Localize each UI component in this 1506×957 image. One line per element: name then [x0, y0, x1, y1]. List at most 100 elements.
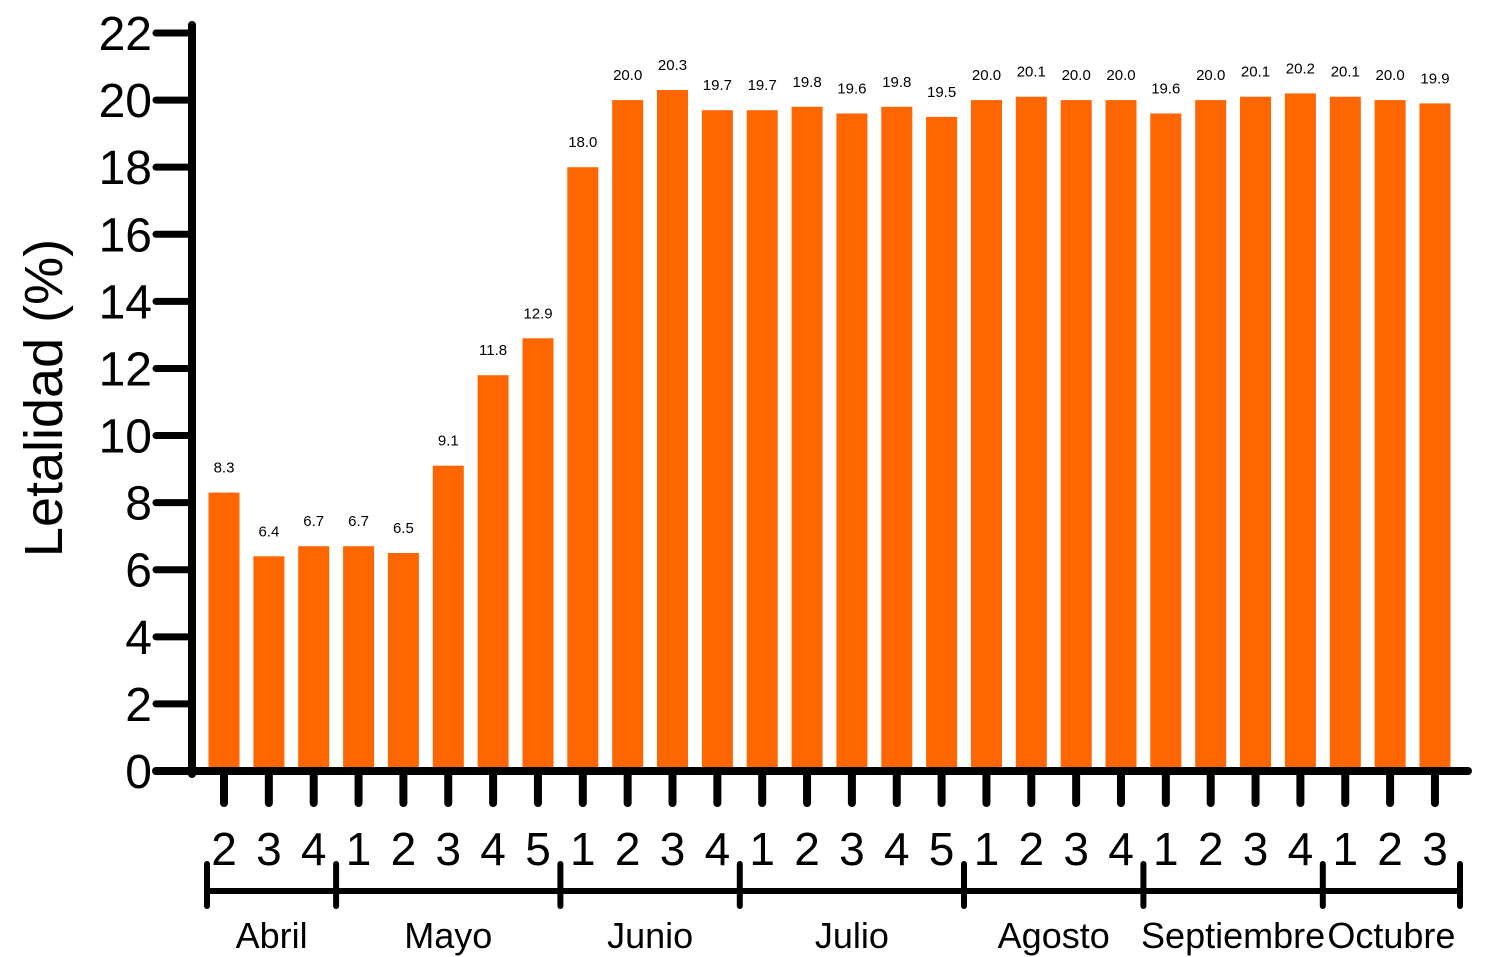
x-tick-label: 3	[660, 823, 686, 875]
data-label: 19.8	[792, 74, 821, 91]
x-tick-label: 1	[346, 823, 372, 875]
bar	[612, 100, 644, 772]
data-label: 19.8	[882, 74, 911, 91]
y-tick-label: 8	[125, 478, 152, 531]
x-tick-label: 3	[839, 823, 865, 875]
data-label: 8.3	[214, 460, 235, 477]
bar	[432, 465, 464, 771]
y-axis-label: Letalidad (%)	[14, 239, 74, 557]
x-tick-label: 5	[929, 823, 955, 875]
y-tick-label: 2	[125, 679, 152, 732]
bar	[298, 546, 330, 771]
x-tick-label: 1	[1333, 823, 1359, 875]
bar	[1195, 100, 1227, 772]
y-tick-label: 16	[99, 209, 152, 262]
bar	[1150, 113, 1182, 771]
data-label: 12.9	[523, 305, 552, 322]
data-label: 11.8	[479, 342, 507, 359]
bar	[1240, 96, 1271, 771]
month-label: Septiembre	[1141, 915, 1325, 956]
data-labels-group: 8.3 6.4 6.7 6.7 6.5 9.1 11.8 12.9 18.0 20.0 20.3 19…	[214, 57, 1450, 540]
data-label: 19.5	[927, 84, 956, 101]
month-label: Agosto	[998, 915, 1110, 956]
bar	[657, 90, 688, 771]
bar	[791, 106, 823, 772]
x-tick-label: 3	[1063, 823, 1089, 875]
data-label: 20.2	[1286, 60, 1315, 77]
x-tick-label: 3	[256, 823, 282, 875]
y-tick-label: 14	[99, 276, 152, 329]
bar	[387, 553, 419, 771]
data-label: 19.7	[703, 77, 732, 94]
bar	[1015, 96, 1047, 771]
x-tick-label: 2	[211, 823, 237, 875]
y-tick-label: 0	[125, 746, 152, 799]
bar	[1419, 103, 1451, 771]
bar	[926, 116, 958, 771]
y-axis: 0 2 4 6 8 10 12 14 16 18 20 22	[99, 8, 196, 799]
x-tick-label: 3	[436, 823, 462, 875]
bar	[881, 106, 913, 772]
x-tick-label: 5	[525, 823, 551, 875]
bar	[1284, 93, 1316, 771]
data-label: 20.0	[1196, 67, 1225, 84]
month-label: Abril	[236, 915, 308, 956]
data-label: 6.7	[303, 513, 324, 530]
y-tick-label: 6	[125, 545, 152, 598]
bar	[1105, 100, 1137, 772]
bar	[477, 375, 509, 771]
bar	[522, 338, 554, 771]
month-label: Mayo	[404, 915, 492, 956]
x-tick-label: 2	[794, 823, 820, 875]
bar	[1329, 96, 1361, 771]
data-label: 6.5	[393, 520, 414, 537]
x-tick-label: 4	[884, 823, 910, 875]
bar	[208, 492, 240, 771]
x-tick-label: 2	[615, 823, 641, 875]
data-label: 6.4	[258, 523, 279, 540]
x-tick-label: 4	[1288, 823, 1314, 875]
month-label: Julio	[815, 915, 889, 956]
data-label: 20.0	[1106, 67, 1135, 84]
bar	[567, 167, 599, 771]
x-tick-label: 2	[1019, 823, 1045, 875]
x-tick-label: 2	[1198, 823, 1224, 875]
data-label: 20.0	[1375, 67, 1404, 84]
data-label: 9.1	[438, 433, 459, 450]
bar	[343, 546, 375, 771]
y-tick-label: 10	[99, 411, 152, 464]
x-tick-label: 3	[1243, 823, 1269, 875]
bars-group	[208, 90, 1451, 772]
data-label: 20.0	[972, 67, 1001, 84]
data-label: 19.9	[1420, 70, 1449, 87]
bar	[836, 113, 868, 771]
data-label: 19.7	[748, 77, 777, 94]
data-label: 20.0	[613, 67, 642, 84]
data-label: 20.1	[1017, 64, 1046, 81]
data-label: 20.1	[1331, 64, 1360, 81]
x-tick-label: 4	[705, 823, 731, 875]
data-label: 20.3	[658, 57, 687, 74]
x-tick-label: 3	[1422, 823, 1448, 875]
bar	[701, 110, 733, 771]
bar	[1374, 100, 1406, 772]
bar	[971, 100, 1002, 772]
y-tick-label: 18	[99, 142, 152, 195]
y-tick-label: 22	[99, 8, 152, 61]
x-tick-label: 4	[480, 823, 506, 875]
bar	[746, 110, 778, 771]
data-label: 20.1	[1241, 64, 1270, 81]
x-tick-label: 4	[1108, 823, 1134, 875]
data-label: 6.7	[348, 513, 369, 530]
month-label: Octubre	[1327, 915, 1455, 956]
month-label: Junio	[607, 915, 693, 956]
x-tick-label: 4	[301, 823, 327, 875]
data-label: 18.0	[568, 134, 597, 151]
y-tick-label: 4	[125, 612, 152, 665]
bar	[1060, 100, 1092, 772]
x-tick-label: 1	[749, 823, 775, 875]
x-tick-label: 2	[391, 823, 417, 875]
y-tick-label: 12	[99, 343, 152, 396]
